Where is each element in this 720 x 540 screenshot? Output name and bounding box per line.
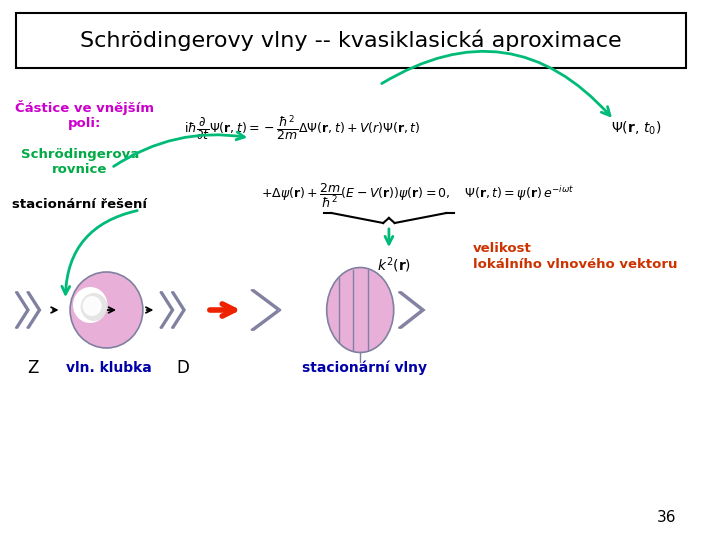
Text: $k^2(\mathbf{r})$: $k^2(\mathbf{r})$ bbox=[377, 255, 411, 275]
Text: 36: 36 bbox=[657, 510, 676, 525]
Polygon shape bbox=[160, 292, 174, 328]
Circle shape bbox=[73, 287, 107, 323]
Text: Z: Z bbox=[27, 359, 38, 377]
Polygon shape bbox=[27, 292, 40, 328]
Circle shape bbox=[81, 295, 100, 315]
Circle shape bbox=[83, 296, 102, 316]
Text: D: D bbox=[176, 359, 189, 377]
Circle shape bbox=[70, 272, 143, 348]
Polygon shape bbox=[16, 292, 29, 328]
Text: Částice ve vnějším
poli:: Částice ve vnějším poli: bbox=[15, 100, 154, 130]
Text: $+\Delta\psi(\mathbf{r})+\dfrac{2m}{\hbar^2}(E-V(\mathbf{r}))\psi(\mathbf{r})=0,: $+\Delta\psi(\mathbf{r})+\dfrac{2m}{\hba… bbox=[261, 182, 575, 210]
Text: $\mathrm{i}\hbar\dfrac{\partial}{\partial t}\Psi(\mathbf{r},t)=-\dfrac{\hbar^2}{: $\mathrm{i}\hbar\dfrac{\partial}{\partia… bbox=[184, 113, 421, 143]
Text: vln. klubka: vln. klubka bbox=[66, 361, 152, 375]
Polygon shape bbox=[251, 290, 281, 330]
Text: $\Psi(\mathbf{r},\,t_0)$: $\Psi(\mathbf{r},\,t_0)$ bbox=[611, 119, 661, 137]
FancyBboxPatch shape bbox=[16, 13, 685, 68]
Ellipse shape bbox=[327, 267, 394, 353]
Polygon shape bbox=[398, 292, 424, 328]
Circle shape bbox=[81, 293, 107, 321]
Polygon shape bbox=[171, 292, 185, 328]
Text: velikost: velikost bbox=[473, 241, 532, 254]
Text: stacionární řešení: stacionární řešení bbox=[12, 198, 147, 211]
Text: stacionární vlny: stacionární vlny bbox=[302, 361, 428, 375]
Text: Schrödingerova
rovnice: Schrödingerova rovnice bbox=[21, 148, 139, 176]
Text: Schrödingerovy vlny -- kvasiklasická aproximace: Schrödingerovy vlny -- kvasiklasická apr… bbox=[80, 29, 621, 51]
Text: lokálního vlnového vektoru: lokálního vlnového vektoru bbox=[473, 259, 678, 272]
Circle shape bbox=[77, 291, 104, 319]
